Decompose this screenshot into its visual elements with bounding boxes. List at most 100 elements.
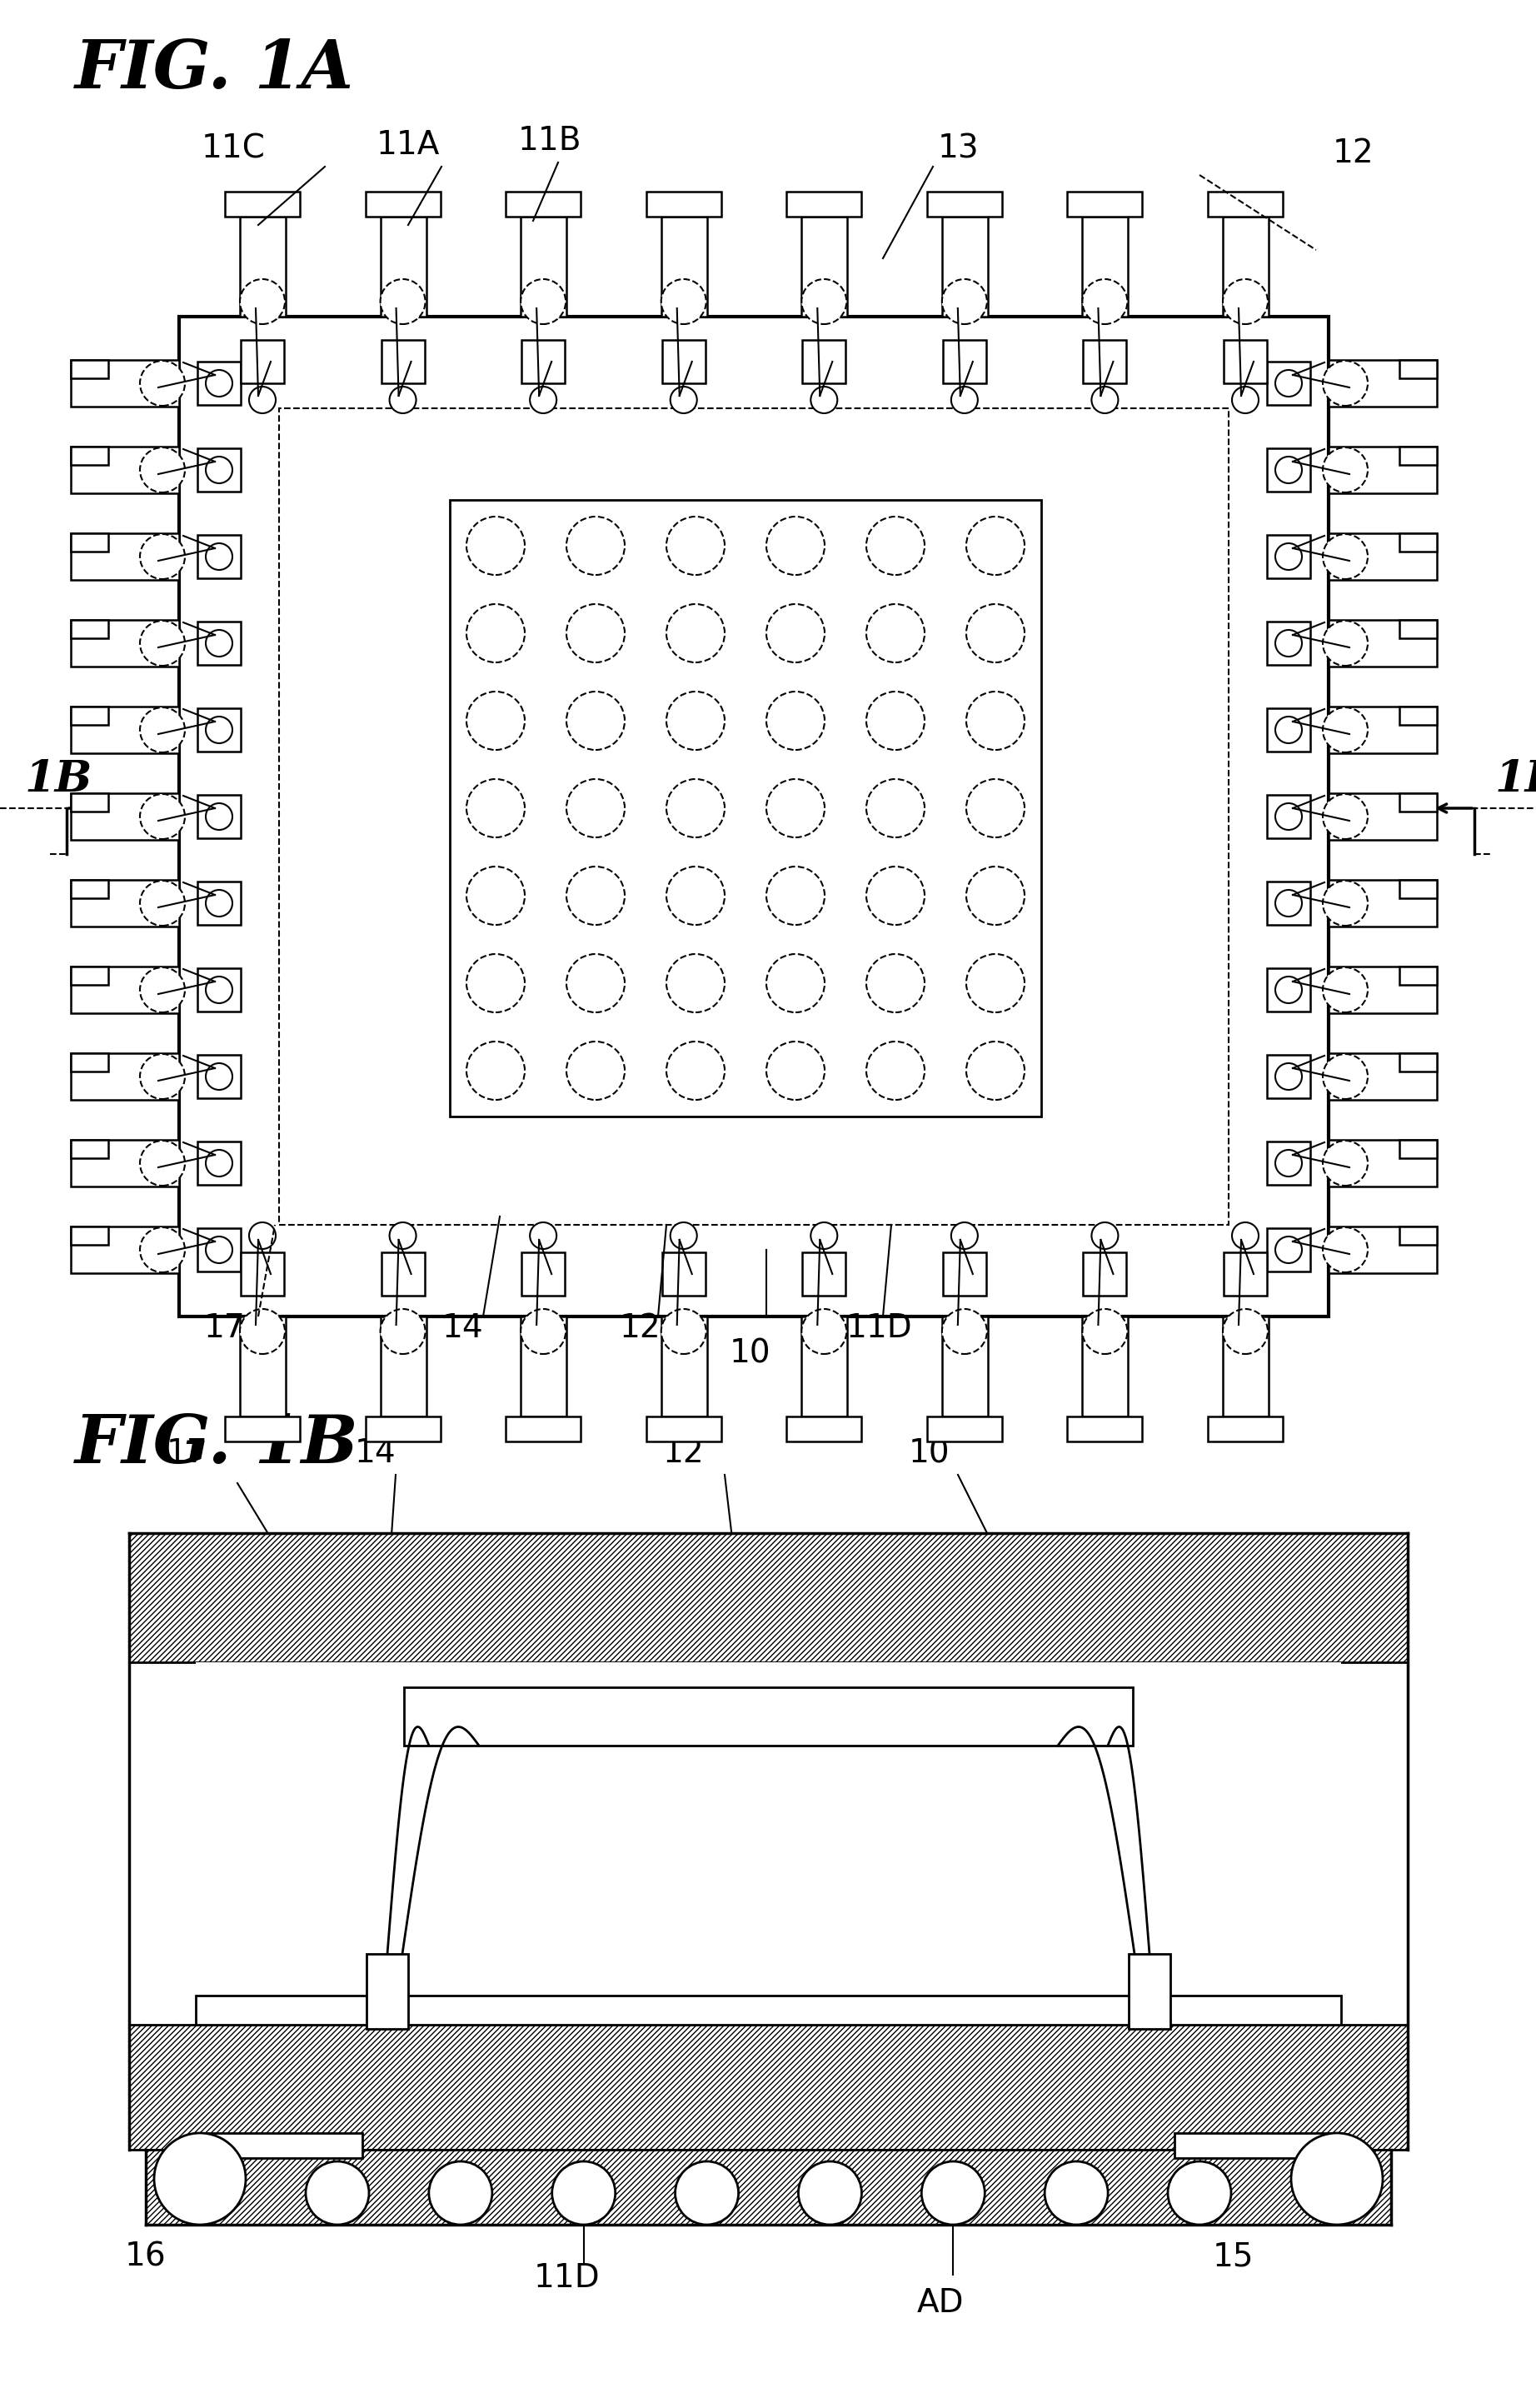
Bar (71, 879, 108, 898)
Circle shape (670, 1223, 697, 1250)
Circle shape (429, 2162, 492, 2225)
Bar (198, 1141, 241, 1185)
Bar (1399, 1052, 1436, 1072)
Circle shape (667, 867, 725, 925)
Bar (241, 1252, 284, 1296)
Circle shape (140, 535, 184, 578)
Circle shape (467, 1043, 525, 1100)
Circle shape (676, 2162, 739, 2225)
Bar (1224, 1252, 1267, 1296)
Bar (1399, 879, 1436, 898)
Circle shape (206, 458, 232, 484)
Circle shape (866, 954, 925, 1011)
Bar (366, 193, 441, 217)
Bar (198, 881, 241, 925)
Bar (198, 968, 241, 1011)
Bar (1267, 621, 1310, 665)
Circle shape (1292, 2133, 1382, 2225)
Bar (1223, 1317, 1269, 1416)
Bar (1399, 1139, 1436, 1158)
Bar (71, 1139, 180, 1187)
Circle shape (530, 1223, 556, 1250)
Circle shape (1092, 388, 1118, 414)
Bar (1267, 448, 1310, 491)
Circle shape (811, 1223, 837, 1250)
Circle shape (240, 1310, 284, 1353)
Bar (1223, 217, 1269, 315)
Bar (224, 193, 300, 217)
Text: 16: 16 (124, 2242, 166, 2273)
Text: 13: 13 (937, 132, 978, 166)
Circle shape (140, 361, 184, 407)
Bar (1083, 1317, 1129, 1416)
Circle shape (866, 518, 925, 576)
Bar (1224, 340, 1267, 383)
Circle shape (1232, 388, 1258, 414)
Circle shape (249, 1223, 276, 1250)
Bar (367, 1953, 409, 2030)
Bar (71, 445, 180, 494)
Bar (942, 1317, 988, 1416)
Bar (522, 1252, 565, 1296)
Bar (198, 535, 241, 578)
Circle shape (467, 604, 525, 662)
Text: 1B: 1B (1495, 759, 1536, 802)
Bar (1329, 1226, 1436, 1274)
Circle shape (567, 604, 625, 662)
Bar (71, 966, 180, 1014)
Circle shape (667, 691, 725, 749)
Circle shape (140, 795, 184, 838)
Circle shape (240, 279, 284, 325)
Bar (1267, 881, 1310, 925)
Circle shape (667, 518, 725, 576)
Bar (71, 532, 108, 551)
Bar (1083, 340, 1126, 383)
Circle shape (140, 1228, 184, 1271)
Bar (1329, 706, 1436, 754)
Bar (1329, 966, 1436, 1014)
Circle shape (1275, 1235, 1303, 1264)
Bar (71, 619, 108, 638)
Circle shape (467, 954, 525, 1011)
Circle shape (1322, 448, 1367, 491)
Circle shape (1322, 621, 1367, 665)
Bar (943, 1252, 986, 1296)
Bar (198, 621, 241, 665)
Text: 12: 12 (662, 1438, 703, 1469)
Bar (505, 193, 581, 217)
Bar (1399, 619, 1436, 638)
Bar (1267, 1228, 1310, 1271)
Bar (1329, 1052, 1436, 1100)
Circle shape (966, 867, 1025, 925)
Bar (786, 193, 862, 217)
Circle shape (966, 780, 1025, 838)
Circle shape (140, 448, 184, 491)
Bar (71, 706, 108, 725)
Circle shape (381, 1310, 425, 1353)
Circle shape (154, 2133, 246, 2225)
Circle shape (951, 1223, 978, 1250)
Circle shape (140, 881, 184, 925)
Circle shape (866, 604, 925, 662)
Circle shape (1322, 1141, 1367, 1185)
Text: 11B: 11B (518, 125, 582, 157)
Bar (1329, 445, 1436, 494)
Bar (1399, 445, 1436, 465)
Bar (71, 792, 180, 840)
Bar (662, 340, 705, 383)
Bar (1267, 968, 1310, 1011)
Bar (381, 217, 425, 315)
Circle shape (1223, 1310, 1267, 1353)
Bar (1267, 361, 1310, 405)
Bar (1399, 706, 1436, 725)
Bar (129, 2025, 1407, 2150)
Circle shape (966, 518, 1025, 576)
Circle shape (206, 891, 232, 917)
Text: 15: 15 (1212, 2242, 1253, 2273)
Circle shape (670, 388, 697, 414)
Bar (71, 1139, 108, 1158)
Bar (195, 1662, 1341, 1996)
Circle shape (951, 388, 978, 414)
Bar (240, 1317, 286, 1416)
Bar (802, 1317, 848, 1416)
